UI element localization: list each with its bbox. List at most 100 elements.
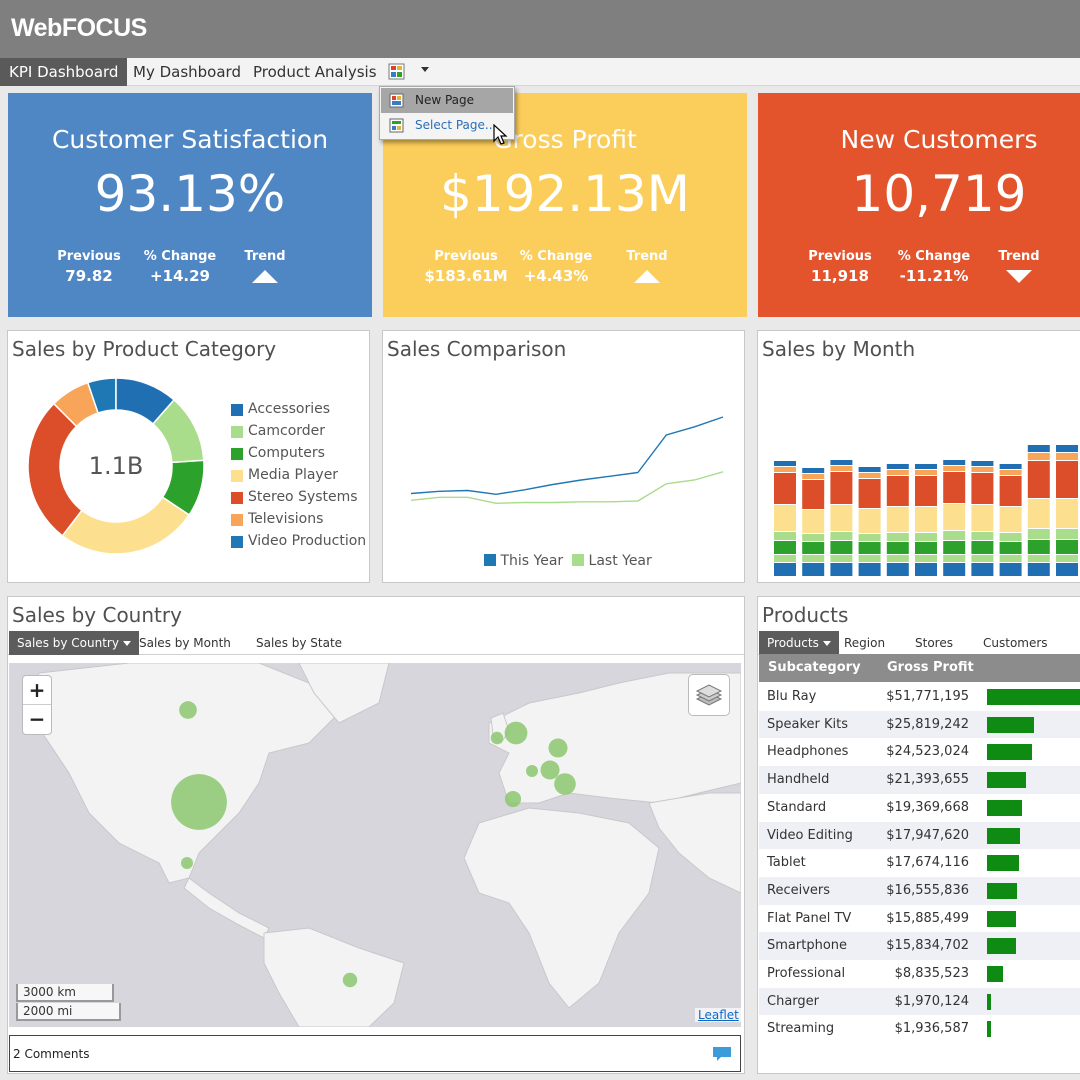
bar-segment[interactable]: [858, 473, 881, 478]
zoom-out-button[interactable]: −: [28, 707, 46, 731]
bar-segment[interactable]: [858, 563, 881, 576]
bar-segment[interactable]: [858, 467, 881, 472]
bar-segment[interactable]: [971, 563, 994, 576]
donut-slice-accessories[interactable]: [115, 377, 176, 425]
bar-segment[interactable]: [971, 555, 994, 562]
col-gross-profit[interactable]: Gross Profit: [887, 660, 974, 675]
bar-segment[interactable]: [915, 555, 937, 562]
bar-segment[interactable]: [971, 461, 994, 466]
bar-segment[interactable]: [858, 555, 881, 562]
bar-segment[interactable]: [1027, 529, 1050, 539]
bar-segment[interactable]: [1056, 563, 1078, 576]
bar-segment[interactable]: [915, 507, 937, 532]
subtab-sales-by-country[interactable]: Sales by Country: [9, 631, 139, 655]
bar-segment[interactable]: [802, 542, 825, 554]
bar-segment[interactable]: [886, 563, 909, 576]
bar-segment[interactable]: [943, 541, 966, 554]
table-row[interactable]: Charger $1,970,124: [759, 987, 1080, 1016]
bar-segment[interactable]: [774, 541, 796, 554]
bar-segment[interactable]: [943, 531, 966, 540]
bar-segment[interactable]: [858, 479, 881, 508]
bar-segment[interactable]: [971, 532, 994, 540]
table-row[interactable]: Professional $8,835,523: [759, 960, 1080, 988]
bar-segment[interactable]: [999, 533, 1022, 541]
col-subcategory[interactable]: Subcategory: [768, 660, 861, 675]
layers-button[interactable]: [688, 674, 730, 716]
table-row[interactable]: Speaker Kits $25,819,242: [759, 710, 1080, 739]
bar-segment[interactable]: [1056, 461, 1078, 498]
subtab-products[interactable]: Products: [759, 631, 839, 655]
table-row[interactable]: Tablet $17,674,116: [759, 849, 1080, 877]
bar-segment[interactable]: [943, 472, 966, 503]
bar-segment[interactable]: [915, 464, 937, 469]
page-menu-caret-icon[interactable]: [421, 67, 429, 72]
table-row[interactable]: Standard $19,369,668: [759, 794, 1080, 822]
bar-segment[interactable]: [999, 507, 1022, 532]
bar-segment[interactable]: [1027, 445, 1050, 452]
bar-segment[interactable]: [802, 534, 825, 541]
zoom-in-button[interactable]: +: [23, 676, 51, 705]
bar-segment[interactable]: [858, 534, 881, 541]
bar-segment[interactable]: [943, 504, 966, 530]
bubble-germany[interactable]: [548, 738, 568, 758]
table-row[interactable]: Smartphone $15,834,702: [759, 932, 1080, 960]
series-line-last-year[interactable]: [410, 471, 724, 505]
menu-item-new-page[interactable]: New Page: [381, 88, 513, 113]
subtab-sales-by-month[interactable]: Sales by Month: [139, 636, 231, 650]
table-row[interactable]: Video Editing $17,947,620: [759, 821, 1080, 850]
bar-segment[interactable]: [1056, 540, 1078, 554]
bar-segment[interactable]: [886, 464, 909, 469]
bar-segment[interactable]: [999, 464, 1022, 469]
subtab-stores[interactable]: Stores: [915, 636, 953, 650]
bar-segment[interactable]: [915, 533, 937, 541]
bar-segment[interactable]: [943, 563, 966, 576]
bubble-mexico[interactable]: [181, 857, 193, 869]
table-row[interactable]: Handheld $21,393,655: [759, 766, 1080, 794]
bubble-canada[interactable]: [179, 701, 197, 719]
bar-segment[interactable]: [830, 460, 853, 465]
bar-segment[interactable]: [774, 563, 796, 576]
bar-segment[interactable]: [943, 555, 966, 562]
table-row[interactable]: Blu Ray $51,771,195: [759, 683, 1080, 711]
bubble-brazil[interactable]: [342, 972, 358, 988]
bar-segment[interactable]: [915, 476, 937, 506]
bar-segment[interactable]: [915, 542, 937, 554]
bar-segment[interactable]: [999, 542, 1022, 554]
donut-slice-televisions[interactable]: [52, 381, 99, 428]
bar-segment[interactable]: [943, 466, 966, 471]
bar-segment[interactable]: [830, 532, 853, 540]
bar-segment[interactable]: [1027, 461, 1050, 498]
bar-segment[interactable]: [886, 542, 909, 554]
bar-segment[interactable]: [802, 468, 825, 473]
bar-segment[interactable]: [1056, 499, 1078, 528]
bar-segment[interactable]: [1056, 445, 1078, 452]
menu-item-select-page[interactable]: Select Page...: [381, 113, 513, 138]
bar-segment[interactable]: [1027, 555, 1050, 562]
bubble-united-states[interactable]: [171, 774, 227, 830]
bar-segment[interactable]: [971, 473, 994, 504]
tab-product-analysis[interactable]: Product Analysis: [253, 63, 377, 81]
bar-segment[interactable]: [830, 466, 853, 471]
bar-segment[interactable]: [915, 470, 937, 475]
tab-kpi-dashboard[interactable]: KPI Dashboard: [0, 58, 128, 86]
bubble-united-kingdom[interactable]: [504, 721, 528, 745]
bar-segment[interactable]: [1027, 499, 1050, 528]
bar-segment[interactable]: [1056, 555, 1078, 562]
bar-segment[interactable]: [802, 555, 825, 562]
bar-segment[interactable]: [943, 460, 966, 465]
bubble-france[interactable]: [526, 765, 538, 777]
bar-segment[interactable]: [999, 470, 1022, 475]
bubble-spain[interactable]: [504, 790, 522, 808]
donut-slice-stereo-systems[interactable]: [27, 402, 83, 537]
comment-icon[interactable]: [712, 1046, 732, 1062]
bar-segment[interactable]: [858, 509, 881, 533]
subtab-customers[interactable]: Customers: [983, 636, 1048, 650]
bar-segment[interactable]: [830, 505, 853, 531]
bar-segment[interactable]: [971, 541, 994, 554]
bubble-ireland[interactable]: [490, 731, 504, 745]
bar-segment[interactable]: [802, 480, 825, 509]
bar-segment[interactable]: [774, 505, 796, 531]
series-line-this-year[interactable]: [410, 416, 724, 496]
bar-segment[interactable]: [1027, 563, 1050, 576]
table-row[interactable]: Streaming $1,936,587: [759, 1015, 1080, 1043]
